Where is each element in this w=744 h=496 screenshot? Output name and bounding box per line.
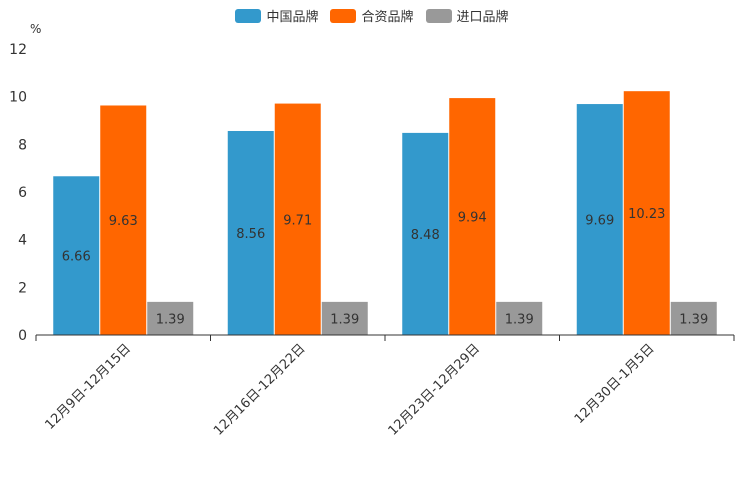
y-tick-label-3: 6 [18, 185, 27, 201]
y-tick-label-5: 10 [9, 90, 27, 106]
x-tick-label-3: 12月30日-1月5日 [572, 341, 658, 427]
legend-item-joint[interactable]: 合资品牌 [330, 6, 414, 25]
legend: 中国品牌 合资品牌 进口品牌 [0, 6, 744, 25]
data-label-0-2: 8.48 [411, 228, 440, 243]
data-label-2-2: 1.39 [505, 312, 534, 327]
y-tick-label-6: 12 [9, 42, 27, 58]
x-tick-label-2: 12月23日-12月29日 [386, 341, 483, 438]
bar-1-1 [274, 103, 321, 335]
x-tick-label-0: 12月9日-12月15日 [42, 341, 134, 433]
data-label-1-0: 9.63 [109, 214, 138, 229]
data-label-2-0: 1.39 [156, 312, 185, 327]
y-tick-label-4: 8 [18, 137, 27, 153]
bar-0-1 [227, 130, 274, 335]
data-label-0-3: 9.69 [585, 214, 614, 229]
bar-1-0 [100, 105, 147, 335]
bar-1-3 [623, 91, 670, 335]
legend-item-import[interactable]: 进口品牌 [425, 6, 509, 25]
legend-swatch-import [425, 8, 452, 23]
y-unit-label: % [30, 22, 41, 36]
data-label-2-3: 1.39 [679, 312, 708, 327]
data-label-1-1: 9.71 [283, 213, 312, 228]
bar-2-1 [321, 301, 368, 335]
bar-0-3 [576, 104, 623, 336]
bar-2-0 [147, 301, 194, 335]
legend-label-china: 中国品牌 [266, 10, 319, 25]
bar-2-3 [670, 301, 717, 335]
y-tick-label-1: 2 [18, 280, 27, 296]
bar-0-0 [53, 176, 100, 335]
bar-0-2 [402, 132, 449, 335]
bar-1-2 [449, 98, 496, 335]
data-label-0-0: 6.66 [62, 250, 91, 265]
y-tick-label-2: 4 [18, 233, 27, 249]
legend-swatch-china [235, 8, 262, 23]
legend-item-china[interactable]: 中国品牌 [235, 6, 318, 25]
legend-swatch-joint [330, 8, 357, 23]
data-label-2-1: 1.39 [330, 312, 359, 327]
data-label-0-1: 8.56 [236, 227, 265, 242]
y-tick-label-0: 0 [18, 328, 27, 344]
legend-label-joint: 合资品牌 [361, 10, 414, 25]
x-tick-label-1: 12月16日-12月22日 [211, 341, 308, 438]
data-label-1-2: 9.94 [458, 211, 487, 226]
legend-label-import: 进口品牌 [456, 10, 509, 25]
data-label-1-3: 10.23 [628, 207, 665, 222]
bar-2-2 [496, 301, 543, 335]
